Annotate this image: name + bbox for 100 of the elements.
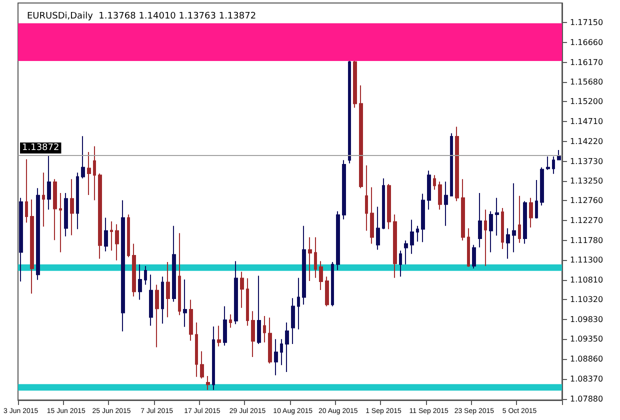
y-tick-label: 1.09350 (570, 334, 604, 344)
candlestick (155, 284, 159, 348)
candlestick (342, 160, 346, 220)
candlestick (149, 274, 153, 326)
candlestick (404, 240, 408, 265)
candlestick (178, 232, 181, 316)
candlestick (189, 299, 193, 342)
candlestick (365, 164, 368, 232)
candlestick (229, 314, 232, 328)
candlestick (552, 156, 555, 174)
candlestick (64, 192, 68, 237)
candlestick (280, 338, 283, 366)
y-tick-label: 1.14220 (570, 136, 604, 146)
candlestick (217, 325, 221, 347)
candlestick (25, 158, 28, 224)
candlestick (121, 200, 125, 332)
candlestick (47, 156, 51, 210)
candlestick (393, 214, 397, 278)
y-tick-label: 1.15200 (570, 97, 604, 106)
candlestick (36, 188, 40, 280)
candlestick (438, 181, 442, 210)
y-tick-label: 1.08370 (570, 374, 604, 384)
candlestick (370, 186, 374, 244)
y-tick-label: 1.12270 (570, 216, 604, 226)
candlestick (110, 220, 113, 252)
y-tick-label: 1.17150 (570, 18, 604, 27)
candlestick (529, 197, 533, 228)
y-tick-label: 1.11780 (570, 236, 604, 245)
candlestick (274, 338, 278, 376)
candlestick (291, 298, 295, 344)
candlestick (546, 156, 550, 170)
candlestick (98, 172, 102, 260)
candlestick (257, 275, 261, 344)
candlestick (359, 84, 363, 189)
candlestick (70, 178, 74, 236)
candlestick (200, 350, 204, 379)
candlestick (302, 225, 306, 306)
candlestick (484, 209, 487, 267)
y-tick-label: 1.16660 (570, 38, 604, 47)
y-tick-label: 1.15680 (570, 78, 604, 87)
candlestick (285, 322, 289, 372)
candlestick (461, 178, 465, 241)
candlestick (104, 217, 108, 252)
candlestick (512, 182, 516, 253)
text: EURUSDi,Daily 1.13768 1.14010 1.13763 1.13872 (27, 12, 256, 22)
candlestick (410, 219, 414, 254)
candlestick (314, 236, 317, 278)
candlestick (166, 261, 170, 318)
y-tick-label: 1.09830 (570, 315, 604, 324)
candlestick (223, 306, 227, 346)
candlestick (297, 277, 300, 330)
candlestick (433, 174, 436, 190)
candlestick (319, 260, 323, 290)
candlestick (557, 149, 561, 160)
y-tick-label: 1.10810 (570, 275, 604, 284)
candlestick (325, 276, 329, 307)
ref-line-label: 1.13872 (22, 143, 60, 154)
candlestick (444, 181, 448, 226)
candlestick (263, 315, 266, 343)
candlestick (348, 60, 351, 164)
candlestick (195, 322, 198, 378)
candlestick (308, 236, 312, 282)
y-tick-label: 1.10320 (570, 295, 604, 304)
candlestick (416, 225, 419, 242)
candlestick (144, 266, 147, 286)
y-tick-label: 1.14710 (570, 117, 604, 126)
candlestick (501, 207, 504, 250)
candlestick (87, 151, 91, 196)
y-tick-label: 1.07880 (570, 394, 604, 404)
candlestick (467, 228, 470, 268)
candlestick (53, 178, 57, 241)
candlestick (331, 261, 334, 307)
candlestick (212, 326, 215, 390)
y-tick-label: 1.08860 (570, 354, 604, 364)
candlestick (540, 166, 544, 206)
candlestick (478, 192, 482, 248)
candlestick (376, 206, 380, 250)
candlestick (172, 225, 176, 302)
candlestick (59, 192, 62, 253)
candlestick (427, 170, 431, 210)
candlestick (399, 250, 402, 278)
candlestick (240, 271, 244, 308)
candlestick (76, 172, 79, 230)
y-tick-label: 1.11300 (570, 255, 604, 264)
y-tick-label: 1.13730 (570, 156, 604, 166)
candlestick (535, 179, 538, 220)
candlestick (183, 278, 187, 328)
candlestick (268, 317, 272, 364)
candlestick (489, 210, 493, 253)
candlestick (506, 228, 510, 260)
candlestick (138, 264, 142, 300)
candlestick (450, 132, 453, 197)
candlestick (19, 197, 23, 282)
candlestick (93, 146, 96, 201)
candlestick (336, 210, 340, 271)
y-tick-label: 1.12760 (570, 196, 604, 206)
candlestick (234, 260, 238, 325)
candlestick (495, 197, 499, 236)
candlestick (206, 376, 210, 390)
candlestick (387, 184, 391, 230)
